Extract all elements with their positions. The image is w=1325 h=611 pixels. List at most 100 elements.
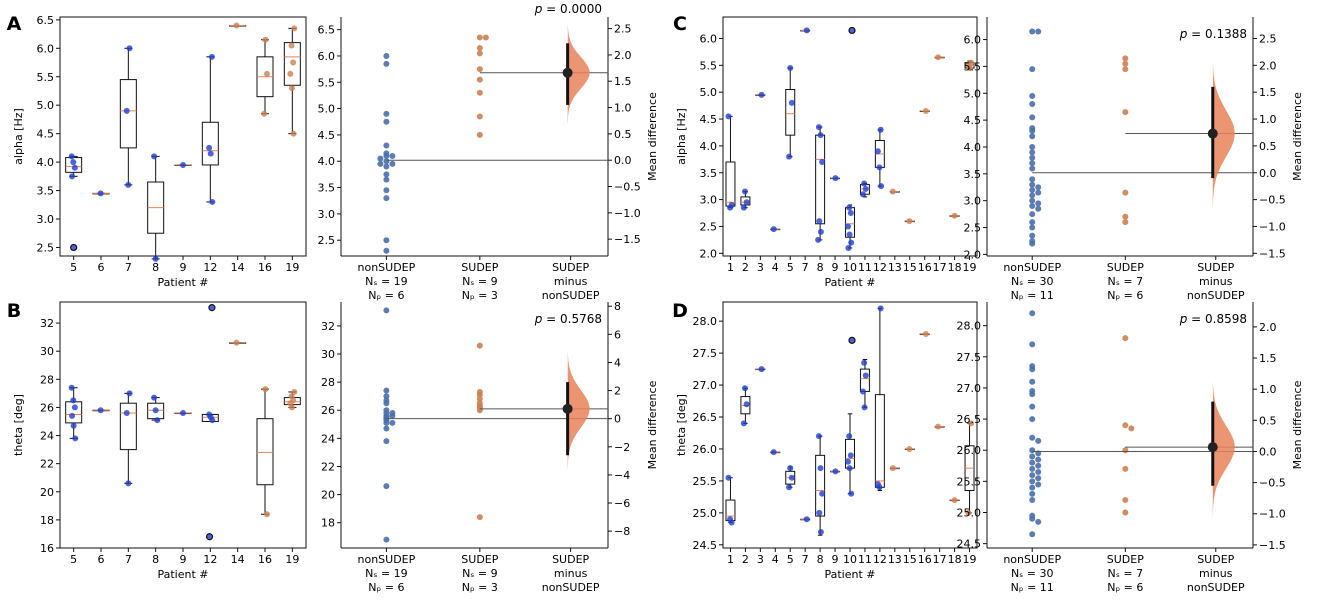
data-point: [874, 148, 881, 155]
data-point: [816, 218, 823, 225]
y-tick-label: 2.5: [318, 234, 336, 247]
bootstrap-distribution: [567, 349, 590, 469]
x-tick-label: 6: [98, 261, 105, 274]
patient-axes-frame: [59, 16, 307, 257]
data-point: [152, 255, 159, 262]
x-tick-label: 8: [817, 553, 824, 566]
data-point: [819, 159, 826, 166]
swarm-point: [1035, 189, 1042, 196]
swarm-point: [383, 393, 390, 400]
y-tick-label: 6.5: [37, 14, 55, 27]
x-tick-label: 12: [873, 553, 887, 566]
x-tick-label: 17: [933, 261, 947, 274]
diff-tick-label: 2: [614, 385, 621, 398]
diff-tick-label: 1.5: [614, 75, 632, 88]
patient-10: 10: [843, 26, 857, 274]
y-tick-label: 3.5: [318, 182, 336, 195]
data-point: [862, 185, 869, 192]
x-tick-label: 9: [832, 553, 839, 566]
contrast-label: SUDEP: [1197, 261, 1234, 274]
x-tick-label: 3: [757, 261, 764, 274]
diff-tick-label: 0.0: [614, 154, 632, 167]
data-point: [846, 465, 853, 472]
x-tick-label: 14: [231, 553, 245, 566]
swarm-point: [383, 176, 390, 183]
swarm-point: [482, 34, 489, 41]
group-label: SUDEP: [461, 261, 498, 274]
swarm-point: [476, 76, 483, 83]
swarm-point: [1122, 109, 1129, 116]
y-tick-label: 24: [321, 432, 335, 445]
swarm-point: [1029, 143, 1036, 150]
data-point: [815, 433, 822, 440]
group-ns: Nₛ = 9: [462, 275, 498, 288]
diff-tick-label: −6: [614, 497, 630, 510]
swarm-point: [383, 152, 390, 159]
swarm-point: [383, 52, 390, 59]
panel-d: D 24.5 25.0 25.5 26.0 26.5 27.0 27.5 28.0 theta […: [672, 300, 1304, 594]
contrast-label: nonSUDEP: [1187, 581, 1245, 594]
contrast-label: nonSUDEP: [1187, 289, 1245, 302]
group-ns: Nₛ = 19: [365, 275, 408, 288]
patient-9: 9: [174, 161, 192, 274]
y-tick-label: 30: [40, 345, 54, 358]
swarm-point: [377, 155, 384, 162]
data-point: [97, 407, 104, 414]
data-point: [288, 85, 295, 92]
patient-19: 19: [963, 420, 977, 566]
swarm-point: [476, 514, 483, 521]
patient-16: 16: [918, 330, 932, 566]
bootstrap-distribution: [1212, 59, 1235, 209]
data-point: [209, 417, 216, 424]
group-label: SUDEP: [461, 553, 498, 566]
box: [725, 161, 736, 207]
y-tick-label: 24.5: [957, 538, 982, 551]
patient-6: 6: [92, 190, 110, 274]
swarm-point: [1029, 28, 1036, 35]
diff-tick-label: −0.5: [614, 181, 641, 194]
swarm-point: [1029, 181, 1036, 188]
y-axis-label: theta [deg]: [12, 394, 25, 456]
group-np: Nₚ = 6: [1107, 581, 1143, 594]
swarm-point: [476, 391, 483, 398]
data-point: [123, 410, 130, 417]
box: [874, 394, 885, 488]
data-point: [291, 388, 298, 395]
y-tick-label: 4.0: [964, 141, 982, 154]
data-point: [922, 107, 929, 114]
swarm-sudep: [1122, 335, 1135, 516]
data-point: [788, 474, 795, 481]
x-tick-label: 14: [231, 261, 245, 274]
data-point: [861, 404, 868, 411]
mean-difference-label: Mean difference: [1291, 380, 1304, 469]
data-point: [126, 45, 133, 52]
swarm-point: [1029, 459, 1036, 466]
patient-9: 9: [174, 410, 192, 566]
swarm-point: [383, 60, 390, 67]
data-point: [262, 386, 269, 393]
patient-1: 1: [725, 113, 736, 274]
swarm-point: [1035, 481, 1042, 488]
diff-tick-label: 0.5: [1259, 414, 1277, 427]
patient-16: 16: [918, 107, 932, 274]
y-axis-label: alpha [Hz]: [12, 108, 25, 165]
diff-tick-label: −0.5: [1259, 194, 1286, 207]
p-symbol: p: [1179, 27, 1188, 41]
x-tick-label: 19: [963, 261, 977, 274]
y-tick-label: 3.0: [37, 213, 55, 226]
data-point: [848, 239, 855, 246]
panel-letter: C: [673, 13, 687, 35]
swarm-point: [476, 395, 483, 402]
swarm-point: [1029, 203, 1036, 210]
swarm-point: [389, 152, 396, 159]
x-tick-label: 5: [787, 553, 794, 566]
patient-16: 16: [256, 386, 274, 566]
y-tick-label: 26.0: [693, 443, 718, 456]
bootstrap-distribution: [567, 22, 590, 124]
data-point: [846, 204, 853, 211]
diff-tick-label: −1.5: [1259, 539, 1286, 552]
x-tick-label: 8: [152, 261, 159, 274]
y-tick-label: 25.5: [957, 475, 982, 488]
swarm-point: [383, 425, 390, 432]
